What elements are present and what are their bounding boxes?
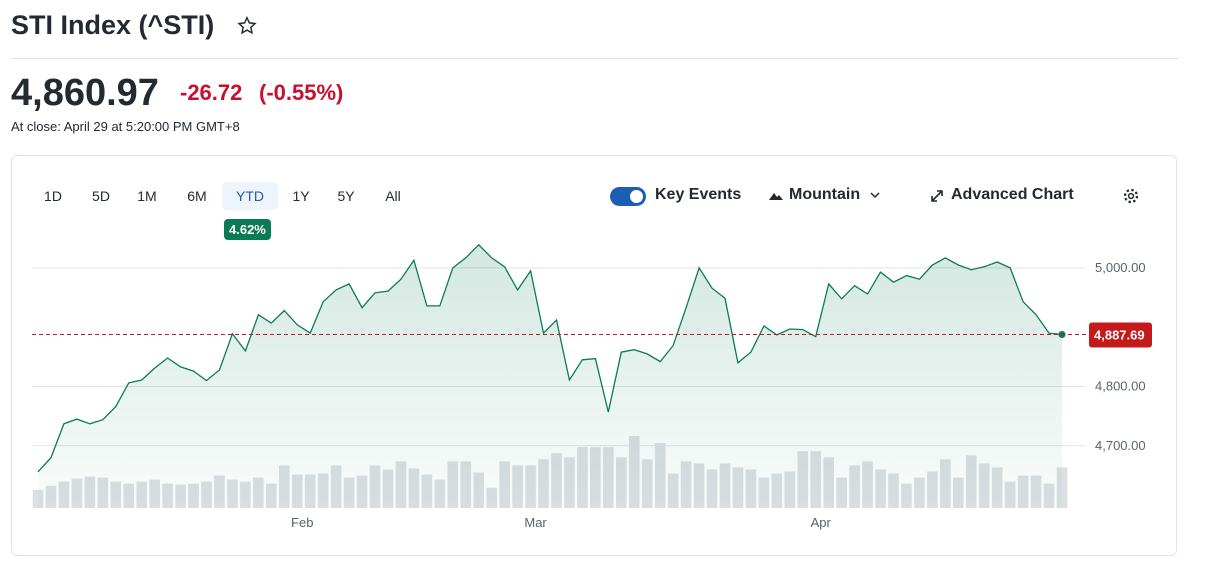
y-tick-label: 4,800.00	[1095, 378, 1146, 393]
range-button[interactable]: 1M	[137, 188, 157, 204]
x-tick-label: Feb	[291, 515, 313, 530]
title: STI Index (^STI)	[11, 10, 215, 40]
y-tick-label: 5,000.00	[1095, 260, 1146, 275]
close-note: At close: April 29 at 5:20:00 PM GMT+8	[11, 119, 240, 134]
range-button[interactable]: 6M	[187, 188, 207, 204]
reference-label: 4,887.69	[1094, 328, 1145, 343]
range-button[interactable]: YTD	[222, 182, 278, 210]
mountain-icon	[769, 193, 783, 200]
area	[38, 244, 1062, 509]
chart-style[interactable]: Mountain	[789, 186, 861, 203]
toggle[interactable]	[610, 187, 646, 206]
range-badge: 4.62%	[224, 219, 271, 240]
chart-card	[11, 155, 1177, 556]
settings-icon[interactable]	[1122, 187, 1140, 205]
range-button[interactable]: 5D	[92, 188, 110, 204]
change: -26.72	[180, 80, 243, 105]
expand-icon	[931, 190, 943, 202]
x-tick-label: Apr	[811, 515, 832, 530]
range-button[interactable]: 5Y	[337, 188, 355, 204]
key-events[interactable]: Key Events	[655, 186, 742, 203]
watchlist-star[interactable]	[236, 15, 258, 37]
advanced-chart[interactable]: Advanced Chart	[951, 186, 1074, 203]
price: 4,860.97	[11, 72, 159, 114]
range-button[interactable]: 1Y	[292, 188, 310, 204]
line	[37, 243, 1063, 473]
range-button[interactable]: 1D	[44, 188, 62, 204]
x-tick-label: Mar	[524, 515, 547, 530]
toggle-knob	[630, 190, 643, 203]
range-button[interactable]: All	[385, 188, 401, 204]
y-tick-label: 4,700.00	[1095, 438, 1146, 453]
reference-label-box	[1089, 322, 1152, 348]
divider	[11, 58, 1179, 59]
chevron	[870, 192, 880, 199]
change-percent: (-0.55%)	[259, 80, 344, 105]
